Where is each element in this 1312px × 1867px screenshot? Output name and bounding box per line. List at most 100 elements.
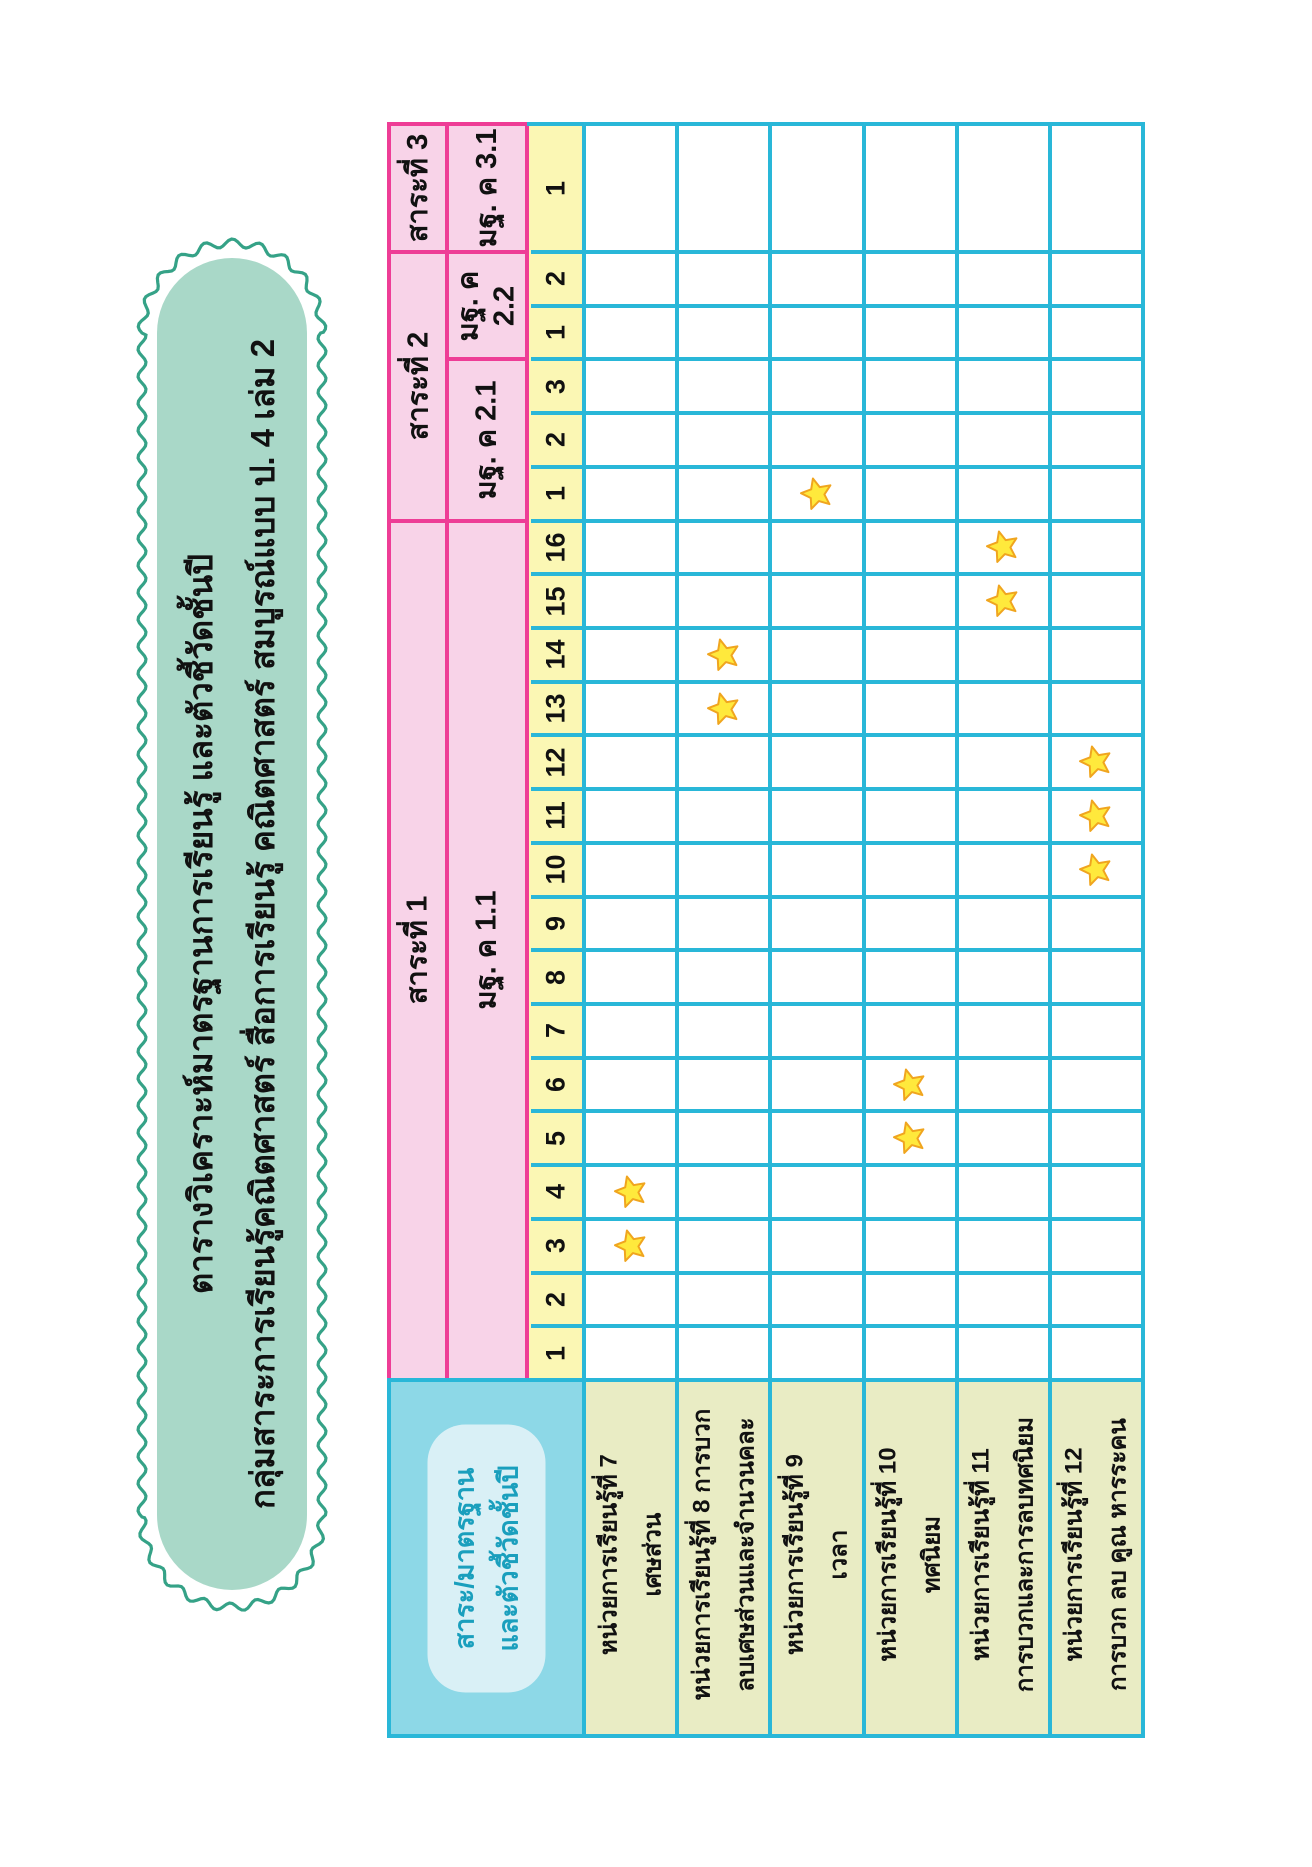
grid-cell-มฐ.ค1.1-7-unit8 bbox=[679, 1006, 768, 1056]
star-icon-มฐ.ค1.1-3-unit-7 bbox=[613, 1229, 645, 1262]
indicator-number-label: 10 bbox=[539, 854, 570, 885]
grid-cell-มฐ.ค1.1-9-unit7 bbox=[586, 899, 675, 949]
grid-cell-มฐ.ค2.1-3-unit8 bbox=[679, 361, 768, 411]
table-border-line bbox=[531, 1109, 1145, 1114]
star-icon-มฐ.ค1.1-11-unit-12 bbox=[1079, 799, 1111, 832]
grid-cell-มฐ.ค1.1-8-unit9 bbox=[772, 952, 861, 1002]
star-icon-มฐ.ค1.1-13-unit-8 bbox=[706, 692, 739, 725]
table-border-line bbox=[525, 122, 529, 1382]
grid-cell-มฐ.ค1.1-11-unit9 bbox=[772, 791, 861, 841]
star-icon-มฐ.ค1.1-14-unit-8 bbox=[706, 638, 739, 671]
table-border-line bbox=[531, 1324, 1145, 1329]
table-border-line bbox=[1141, 122, 1145, 1738]
table-border-line bbox=[445, 357, 529, 362]
grid-cell-มฐ.ค2.2-1-unit12 bbox=[1052, 308, 1141, 358]
grid-cell-มฐ.ค1.1-8-unit10 bbox=[866, 952, 955, 1002]
table-border-line bbox=[445, 122, 449, 1382]
table-border-line bbox=[531, 733, 1145, 738]
grid-cell-มฐ.ค2.1-2-unit9 bbox=[772, 415, 861, 465]
table-border-line bbox=[954, 122, 959, 1738]
table-border-line bbox=[531, 411, 1145, 416]
grid-cell-มฐ.ค1.1-1-unit10 bbox=[866, 1328, 955, 1378]
table-border-line bbox=[531, 357, 1145, 362]
indicator-number-มฐ.ค1.1-3: 3 bbox=[527, 1219, 584, 1273]
grid-cell-มฐ.ค1.1-8-unit12 bbox=[1052, 952, 1141, 1002]
grid-cell-มฐ.ค1.1-11-unit11 bbox=[959, 791, 1048, 841]
unit-label-line1: หน่วยการเรียนรู้ที่ 9 bbox=[781, 1454, 809, 1656]
grid-cell-มฐ.ค1.1-9-unit8 bbox=[679, 899, 768, 949]
indicator-number-label: 4 bbox=[539, 1184, 570, 1200]
indicator-number-มฐ.ค1.1-12: 12 bbox=[527, 735, 584, 789]
grid-cell-มฐ.ค1.1-12-unit10 bbox=[866, 737, 955, 787]
corner-header-line1: สาระ/มาตรฐาน bbox=[448, 1467, 479, 1649]
grid-cell-มฐ.ค2.2-2-unit12 bbox=[1052, 254, 1141, 304]
standard-header-label: มฐ. ค 3.1 bbox=[471, 128, 503, 248]
grid-cell-มฐ.ค2.1-2-unit11 bbox=[959, 415, 1048, 465]
grid-cell-มฐ.ค2.1-1-unit10 bbox=[866, 469, 955, 519]
grid-cell-มฐ.ค1.1-14-unit12 bbox=[1052, 630, 1141, 680]
indicator-number-label: 1 bbox=[539, 325, 570, 341]
grid-cell-มฐ.ค1.1-10-unit10 bbox=[866, 845, 955, 895]
grid-cell-มฐ.ค2.1-1-unit8 bbox=[679, 469, 768, 519]
grid-cell-มฐ.ค2.1-3-unit12 bbox=[1052, 361, 1141, 411]
unit-label-line1: หน่วยการเรียนรู้ที่ 10 bbox=[874, 1447, 902, 1663]
corner-header-panel: สาระ/มาตรฐาน และตัวชี้วัดชั้นปี bbox=[426, 1424, 545, 1692]
grid-cell-มฐ.ค1.1-3-unit10 bbox=[866, 1221, 955, 1271]
grid-cell-มฐ.ค2.1-2-unit10 bbox=[866, 415, 955, 465]
grid-cell-มฐ.ค1.1-15-unit7 bbox=[586, 576, 675, 626]
grid-cell-มฐ.ค1.1-5-unit9 bbox=[772, 1113, 861, 1163]
indicator-number-label: 13 bbox=[539, 693, 570, 724]
grid-cell-มฐ.ค1.1-10-unit7 bbox=[586, 845, 675, 895]
indicator-number-label: 2 bbox=[539, 1291, 570, 1307]
table-border-line bbox=[531, 840, 1145, 845]
grid-cell-มฐ.ค1.1-7-unit12 bbox=[1052, 1006, 1141, 1056]
banner-title-line2: กลุ่มสาระการเรียนรู้คณิตศาสตร์ สื่อการเร… bbox=[244, 338, 281, 1510]
star-icon-มฐ.ค1.1-12-unit-12 bbox=[1079, 745, 1111, 779]
indicator-number-มฐ.ค1.1-11: 11 bbox=[527, 789, 584, 843]
grid-cell-มฐ.ค1.1-7-unit7 bbox=[586, 1006, 675, 1056]
standard-header-มฐ.ค3.1: มฐ. ค 3.1 bbox=[447, 128, 527, 248]
grid-cell-มฐ.ค1.1-14-unit9 bbox=[772, 630, 861, 680]
grid-cell-มฐ.ค1.1-13-unit7 bbox=[586, 684, 675, 734]
indicator-number-label: 1 bbox=[540, 180, 570, 196]
grid-cell-มฐ.ค2.1-1-unit7 bbox=[586, 469, 675, 519]
banner-title: ตารางวิเคราะห์มาตรฐานการเรียนรู้ และตัวช… bbox=[157, 254, 307, 1594]
indicator-number-มฐ.ค1.1-14: 14 bbox=[527, 628, 584, 682]
indicator-number-label: 16 bbox=[539, 532, 570, 563]
table-border-line bbox=[531, 464, 1145, 469]
grid-cell-มฐ.ค1.1-11-unit8 bbox=[679, 791, 768, 841]
grid-cell-มฐ.ค3.1-1-unit11 bbox=[959, 126, 1048, 250]
indicator-number-label: 12 bbox=[539, 747, 570, 778]
grid-cell-มฐ.ค1.1-6-unit7 bbox=[586, 1060, 675, 1110]
grid-cell-มฐ.ค1.1-11-unit10 bbox=[866, 791, 955, 841]
grid-cell-มฐ.ค1.1-6-unit11 bbox=[959, 1060, 1048, 1110]
table-border-line bbox=[531, 1270, 1145, 1275]
table-border-line bbox=[531, 625, 1145, 630]
grid-cell-มฐ.ค1.1-15-unit10 bbox=[866, 576, 955, 626]
strand-header-label: สาระที่ 3 bbox=[402, 133, 434, 243]
grid-cell-มฐ.ค1.1-13-unit9 bbox=[772, 684, 861, 734]
grid-cell-มฐ.ค1.1-14-unit11 bbox=[959, 630, 1048, 680]
grid-cell-มฐ.ค3.1-1-unit8 bbox=[679, 126, 768, 250]
grid-cell-มฐ.ค1.1-3-unit8 bbox=[679, 1221, 768, 1271]
table-border-line bbox=[531, 894, 1145, 899]
grid-cell-มฐ.ค1.1-3-unit12 bbox=[1052, 1221, 1141, 1271]
grid-cell-มฐ.ค1.1-6-unit9 bbox=[772, 1060, 861, 1110]
unit-label-cell-12: หน่วยการเรียนรู้ที่ 12 การบวก ลบ คูณ หารร… bbox=[1053, 1382, 1146, 1734]
grid-cell-มฐ.ค3.1-1-unit10 bbox=[866, 126, 955, 250]
strand-header-สาระที่1: สาระที่ 1 bbox=[389, 525, 447, 1376]
unit-label-line1: หน่วยการเรียนรู้ที่ 11 bbox=[967, 1448, 995, 1662]
grid-cell-มฐ.ค1.1-4-unit9 bbox=[772, 1167, 861, 1217]
star-icon-มฐ.ค2.1-1-unit-9 bbox=[799, 477, 832, 510]
indicator-number-มฐ.ค1.1-10: 10 bbox=[527, 843, 584, 897]
indicator-number-label: 2 bbox=[539, 432, 570, 448]
grid-cell-มฐ.ค1.1-5-unit11 bbox=[959, 1113, 1048, 1163]
grid-cell-มฐ.ค1.1-15-unit8 bbox=[679, 576, 768, 626]
grid-cell-มฐ.ค1.1-13-unit12 bbox=[1052, 684, 1141, 734]
grid-cell-มฐ.ค2.2-1-unit7 bbox=[586, 308, 675, 358]
indicator-number-มฐ.ค3.1-1: 1 bbox=[527, 124, 584, 252]
indicator-number-label: 3 bbox=[539, 1238, 570, 1254]
grid-cell-มฐ.ค1.1-1-unit11 bbox=[959, 1328, 1048, 1378]
grid-cell-มฐ.ค1.1-9-unit10 bbox=[866, 899, 955, 949]
